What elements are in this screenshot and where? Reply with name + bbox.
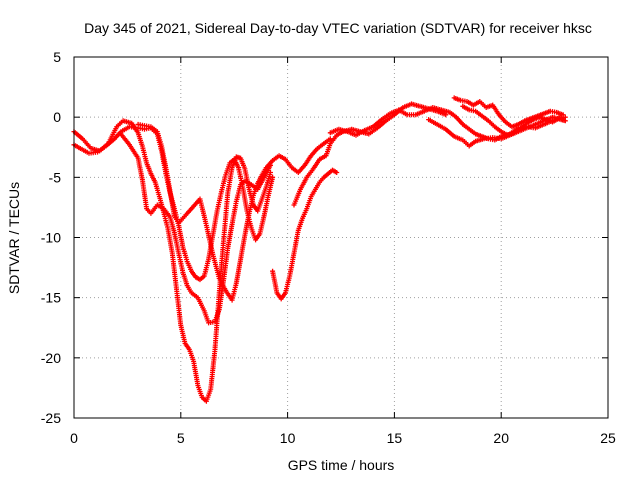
- y-tick-label: 5: [53, 49, 61, 65]
- y-tick-label: -10: [41, 230, 61, 246]
- y-tick-label: -20: [41, 350, 61, 366]
- y-tick-label: -25: [41, 410, 61, 426]
- y-tick-label: -5: [49, 169, 62, 185]
- series-arc-9: [451, 95, 566, 130]
- chart-title: Day 345 of 2021, Sidereal Day-to-day VTE…: [84, 20, 592, 36]
- series-arc-5: [270, 167, 340, 302]
- x-axis-label: GPS time / hours: [288, 457, 395, 473]
- x-tick-label: 0: [70, 430, 78, 446]
- data-point: [270, 174, 276, 180]
- data-point: [334, 170, 340, 175]
- data-point: [562, 114, 568, 120]
- x-tick-label: 5: [177, 430, 185, 446]
- data-points: [71, 95, 568, 404]
- x-tick-label: 25: [600, 430, 616, 446]
- series-arc-10: [460, 103, 568, 138]
- x-tick-label: 10: [280, 430, 296, 446]
- y-tick-label: -15: [41, 290, 61, 306]
- y-tick-labels: -25 -20 -15 -10 -5 0 5: [41, 49, 61, 426]
- x-tick-label: 15: [387, 430, 403, 446]
- data-point: [443, 112, 449, 118]
- axis-ticks: [73, 56, 609, 419]
- x-tick-label: 20: [493, 430, 509, 446]
- series-arc-4: [135, 121, 333, 303]
- x-tick-labels: 0 5 10 15 20 25: [70, 430, 616, 446]
- y-axis-label: SDTVAR / TECUs: [6, 182, 22, 294]
- y-tick-label: 0: [53, 109, 61, 125]
- series-arc-6: [291, 101, 449, 208]
